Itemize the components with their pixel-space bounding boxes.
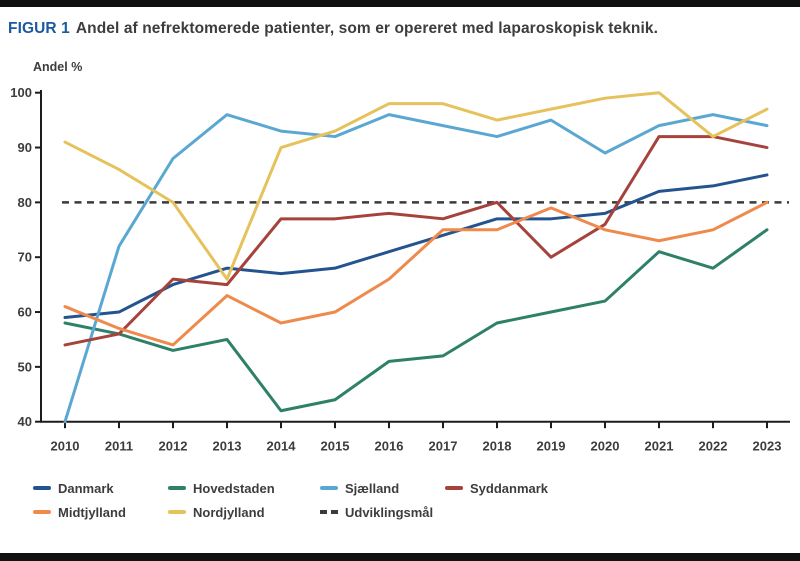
x-tick-label: 2022 <box>699 439 728 454</box>
legend-item-nordjylland: Nordjylland <box>168 504 265 520</box>
legend-swatch-hovedstaden <box>168 485 186 491</box>
series-line-danmark <box>63 173 769 320</box>
y-tick-label: 70 <box>18 250 32 265</box>
line-chart: 40 50 60 70 80 90 100 2010 2011 2012 2013 2014 2015 2… <box>10 85 790 454</box>
legend-label-syddanmark: Syddanmark <box>470 480 549 496</box>
legend-item-sjælland: Sjælland <box>320 480 400 496</box>
legend-swatch-udviklingsmål <box>320 509 338 515</box>
y-axis-title: Andel % <box>33 60 83 74</box>
series-line-hovedstaden <box>63 228 769 413</box>
y-tick-label: 40 <box>18 414 32 429</box>
x-tick-label: 2012 <box>159 439 188 454</box>
legend-swatch-sjælland <box>320 485 338 491</box>
legend-label-udviklingsmål: Udviklingsmål <box>345 504 434 520</box>
x-tick-label: 2017 <box>429 439 458 454</box>
y-tick-label: 60 <box>18 305 32 320</box>
x-tick-label: 2020 <box>591 439 620 454</box>
x-tick-label: 2014 <box>267 439 297 454</box>
series-line-sjælland <box>63 113 769 424</box>
top-black-bar <box>0 0 800 7</box>
legend-swatch-nordjylland <box>168 509 186 515</box>
legend-label-nordjylland: Nordjylland <box>193 504 265 520</box>
legend-label-danmark: Danmark <box>58 480 114 496</box>
x-tick-label: 2021 <box>645 439 674 454</box>
series-line-syddanmark <box>63 135 769 347</box>
x-tick-label: 2023 <box>753 439 782 454</box>
bottom-black-bar <box>0 553 800 561</box>
y-tick-label: 100 <box>10 85 32 100</box>
y-tick-label: 80 <box>18 195 32 210</box>
series-line-nordjylland <box>63 91 769 281</box>
legend-item-udviklingsmål: Udviklingsmål <box>320 504 434 520</box>
legend-item-midtjylland: Midtjylland <box>33 504 126 520</box>
x-tick-label: 2016 <box>375 439 404 454</box>
y-tick-label: 90 <box>18 140 32 155</box>
series-line-midtjylland <box>63 200 769 347</box>
legend-swatch-danmark <box>33 485 51 491</box>
figure-title: FIGUR 1 Andel af nefrektomerede patienter… <box>8 20 792 38</box>
legend-item-syddanmark: Syddanmark <box>445 480 549 496</box>
legend-label-midtjylland: Midtjylland <box>58 504 126 520</box>
legend-swatch-midtjylland <box>33 509 51 515</box>
legend-swatch-syddanmark <box>445 485 463 491</box>
y-tick-label: 50 <box>18 359 32 374</box>
legend-label-sjælland: Sjælland <box>345 480 400 496</box>
x-tick-label: 2013 <box>213 439 242 454</box>
x-tick-label: 2010 <box>51 439 80 454</box>
figure-number: FIGUR 1 <box>8 20 70 37</box>
x-tick-label: 2015 <box>321 439 350 454</box>
x-tick-label: 2019 <box>537 439 566 454</box>
figure-title-text: Andel af nefrektomerede patienter, som e… <box>75 20 659 37</box>
legend-label-hovedstaden: Hovedstaden <box>193 480 275 496</box>
legend-item-hovedstaden: Hovedstaden <box>168 480 275 496</box>
x-tick-label: 2011 <box>105 439 133 454</box>
x-tick-label: 2018 <box>483 439 512 454</box>
legend-item-danmark: Danmark <box>33 480 114 496</box>
